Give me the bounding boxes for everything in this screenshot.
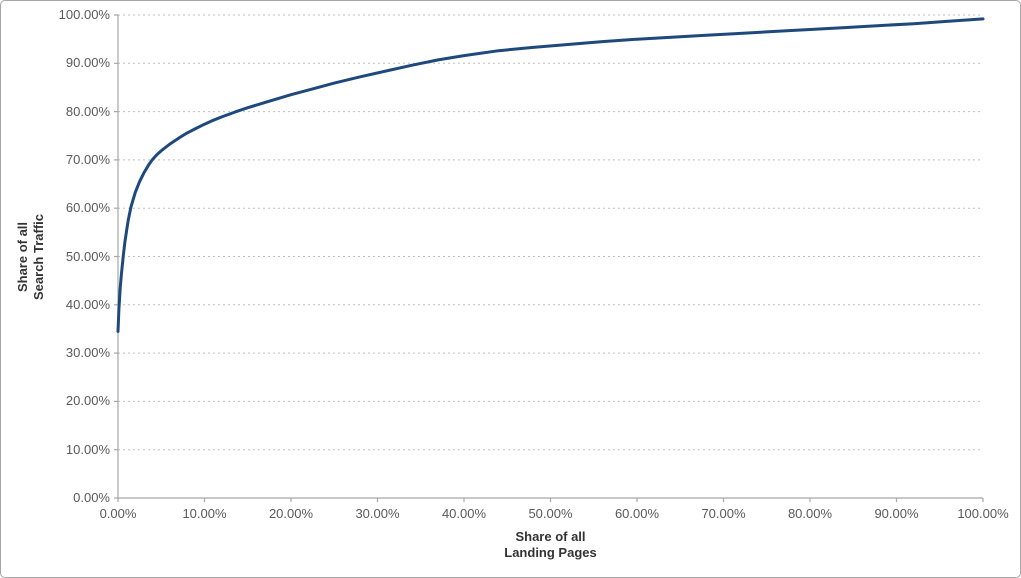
traffic-share-curve	[116, 17, 985, 333]
x-tick-label: 50.00%	[528, 506, 573, 521]
x-axis-title-line2: Landing Pages	[504, 545, 597, 560]
y-tick-label: 90.00%	[65, 55, 110, 71]
x-axis-title-line1: Share of all	[515, 529, 586, 544]
y-tick-label: 60.00%	[65, 200, 110, 216]
y-axis-title-line1: Share of all	[15, 221, 30, 292]
y-tick-label: 40.00%	[65, 296, 110, 312]
x-tick-label: 40.00%	[441, 506, 487, 521]
y-tick-label: 10.00%	[65, 441, 110, 457]
y-axis-title: Share of all Search Traffic	[15, 214, 47, 300]
axis-tick-marks	[114, 14, 984, 502]
y-tick-label: 70.00%	[65, 151, 110, 167]
x-tick-label: 60.00%	[614, 506, 660, 521]
y-tick-label: 20.00%	[65, 393, 110, 409]
x-tick-label: 80.00%	[787, 506, 833, 521]
y-tick-label: 0.00%	[73, 490, 110, 505]
x-axis-title: Share of all Landing Pages	[504, 529, 596, 561]
x-tick-label: 0.00%	[99, 506, 137, 521]
y-tick-label: 50.00%	[65, 248, 110, 264]
y-tick-label: 30.00%	[65, 345, 110, 361]
x-tick-label: 20.00%	[268, 506, 314, 521]
x-tick-label: 30.00%	[355, 506, 400, 521]
y-axis-title-line2: Search Traffic	[31, 213, 46, 300]
gridlines	[118, 14, 983, 451]
y-tick-label: 80.00%	[65, 103, 110, 119]
x-tick-label: 90.00%	[874, 506, 919, 521]
x-tick-label: 100.00%	[957, 506, 1009, 521]
x-tick-label: 70.00%	[701, 506, 746, 521]
x-tick-label: 10.00%	[182, 506, 227, 521]
y-tick-label: 100.00%	[58, 7, 110, 22]
